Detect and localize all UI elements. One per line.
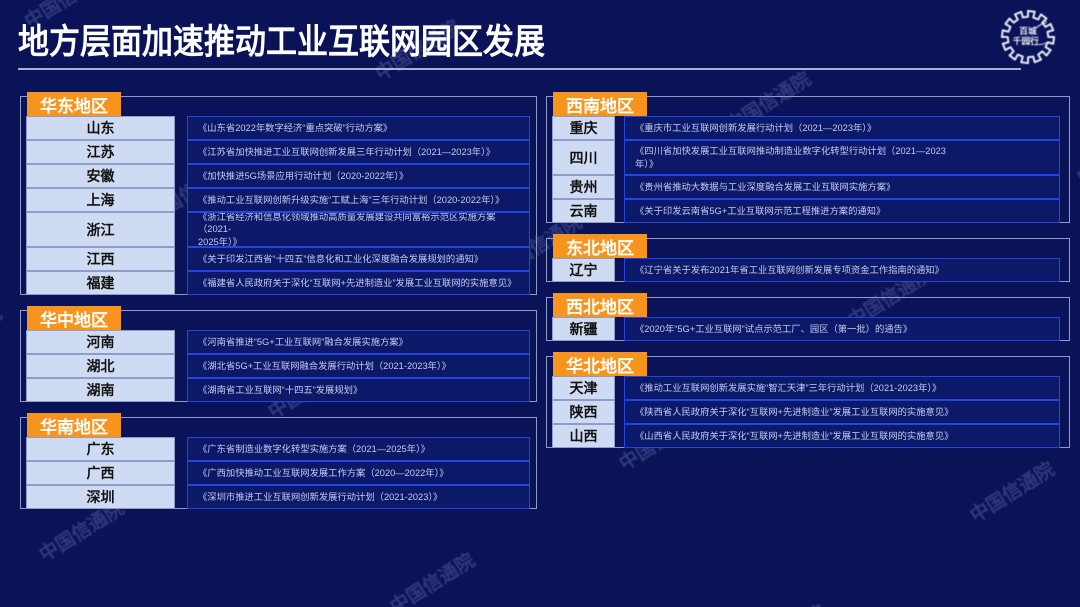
svg-text:百城: 百城 (1019, 25, 1037, 36)
